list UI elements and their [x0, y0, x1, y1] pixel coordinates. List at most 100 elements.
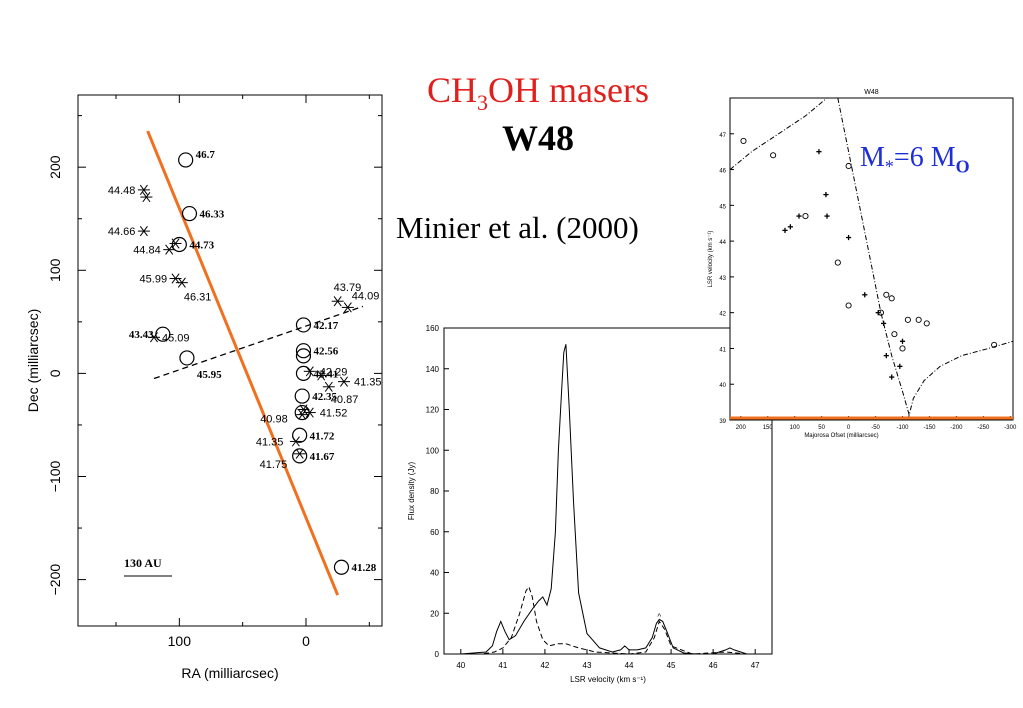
y-tick-label: 160 [426, 324, 440, 333]
maser-spot-circle [179, 350, 195, 366]
y-tick-label: 20 [430, 609, 439, 618]
maser-spot-circle [294, 388, 310, 404]
maser-spot-star [303, 407, 316, 418]
y-tick-label: 60 [430, 528, 439, 537]
maser-velocity-label: 46.31 [184, 292, 212, 304]
x-tick-label: 41 [498, 661, 507, 670]
y-axis-label: Dec (milliarcsec) [25, 309, 41, 412]
maser-velocity-label: 44.73 [189, 240, 214, 252]
x-tick-label: 43 [583, 661, 592, 670]
x-tick-label: 200 [736, 425, 747, 431]
pv-cross-marker [824, 213, 830, 219]
maser-spot-circle [295, 348, 312, 364]
keplerian-curve [837, 97, 912, 421]
x-axis-label: LSR velocity (km s⁻¹) [570, 675, 646, 684]
pv-cross-marker [787, 224, 793, 230]
x-tick-label: 45 [667, 661, 676, 670]
star-stroke [142, 191, 151, 203]
x-axis-label: Majorosa Ofset (milliarcsec) [804, 433, 878, 439]
x-tick-label: -50 [871, 425, 880, 431]
y-tick-label: 100 [47, 258, 63, 282]
star-stroke [317, 370, 326, 381]
y-tick-label: 100 [426, 446, 440, 455]
star-stroke [149, 332, 159, 343]
pv-circle-marker [888, 295, 895, 302]
y-tick-label: 42 [719, 312, 726, 318]
star-stroke [333, 296, 342, 307]
y-tick-label: 41 [719, 347, 726, 353]
y-axis-label: Flux density (Jy) [407, 462, 416, 521]
y-tick-label: 44 [719, 240, 726, 246]
maser-velocity-label: 44.66 [108, 226, 136, 238]
star-stroke [165, 244, 174, 255]
maser-fit-line [146, 130, 340, 596]
enclosed-mass-label: M*=6 MO [860, 140, 970, 185]
pv-circle-marker [923, 320, 930, 327]
x-tick-label: 0 [847, 425, 851, 431]
maser-velocity-label: 41.75 [260, 459, 288, 471]
mass-star: * [884, 156, 894, 177]
maser-velocity-label: 43.43 [129, 329, 154, 341]
maser-spot-star [169, 238, 182, 249]
position-velocity-diagram: W48 39 40 41 42 43 44 45 46 47 200 150 100 50 0 -50 -100… [708, 89, 1017, 439]
title-suffix: OH masers [488, 70, 649, 110]
x-tick-label: 46 [709, 661, 718, 670]
maser-spot-star [140, 191, 153, 203]
maser-spot-star [148, 332, 160, 343]
x-tick-label: -250 [977, 425, 990, 431]
star-stroke [339, 376, 349, 387]
maser-spot-star [296, 409, 309, 420]
star-stroke [139, 184, 148, 195]
y-axis-label: LSR velocity (km s⁻¹) [708, 231, 714, 288]
x-tick-label: 47 [751, 661, 760, 670]
spectrum-annotation: ^ [657, 612, 661, 621]
y-tick-label: −200 [47, 564, 63, 596]
y-tick-label: 0 [435, 650, 440, 659]
maser-velocity-label: 41.72 [310, 430, 335, 442]
maser-velocity-label: 42.17 [313, 320, 338, 332]
maser-velocity-label: 46.7 [196, 149, 216, 161]
maser-position-map: 200 100 0 −100 −200 100 0 RA (milliarcsec) Dec (… [25, 94, 383, 681]
mass-sun-symbol: O [955, 156, 970, 177]
maser-velocity-label: 46.33 [199, 209, 224, 221]
pv-cross-marker [883, 353, 889, 359]
title-subscript: 3 [477, 90, 489, 116]
x-tick-label: 40 [456, 661, 465, 670]
x-axis-label: RA (milliarcsec) [181, 665, 278, 681]
x-tick-label: 42 [540, 661, 549, 670]
disk-axis-dashed-line [153, 305, 364, 380]
spectrum-solid-series [444, 344, 772, 655]
plot-frame [729, 97, 1014, 421]
pv-circle-marker [991, 341, 998, 348]
maser-velocity-label: 45.09 [162, 332, 190, 344]
maser-velocity-label: 43.79 [334, 282, 362, 294]
pv-cross-marker [845, 234, 852, 241]
maser-velocity-label: 44.09 [352, 290, 380, 302]
x-tick-label: 0 [302, 633, 310, 649]
pv-circle-marker [770, 152, 777, 159]
star-stroke [305, 366, 314, 377]
citation: Minier et al. (2000) [396, 210, 639, 245]
maser-spot-circle [171, 236, 187, 253]
pv-circle-marker [845, 162, 852, 170]
star-stroke [291, 436, 300, 447]
maser-spot-star [331, 296, 344, 307]
maser-spot-circle [181, 205, 198, 222]
title-prefix: CH [427, 70, 478, 110]
pv-cross-marker [881, 320, 887, 326]
mass-value: =6 M [893, 142, 956, 173]
maser-spot-star [175, 277, 188, 288]
pv-cross-marker [897, 363, 903, 369]
pv-cross-marker [889, 374, 895, 380]
plot-frame [77, 94, 383, 627]
y-tick-label: 43 [719, 276, 726, 282]
star-stroke [324, 381, 333, 392]
x-tick-label: 44 [625, 661, 634, 670]
x-tick-label: -200 [950, 425, 963, 431]
maser-velocity-label: 41.67 [310, 451, 335, 463]
pv-circle-marker [802, 213, 809, 220]
maser-spot-star [163, 244, 176, 255]
mass-prefix: M [860, 142, 885, 173]
pv-circle-marker [904, 316, 911, 323]
star-stroke [177, 277, 186, 288]
